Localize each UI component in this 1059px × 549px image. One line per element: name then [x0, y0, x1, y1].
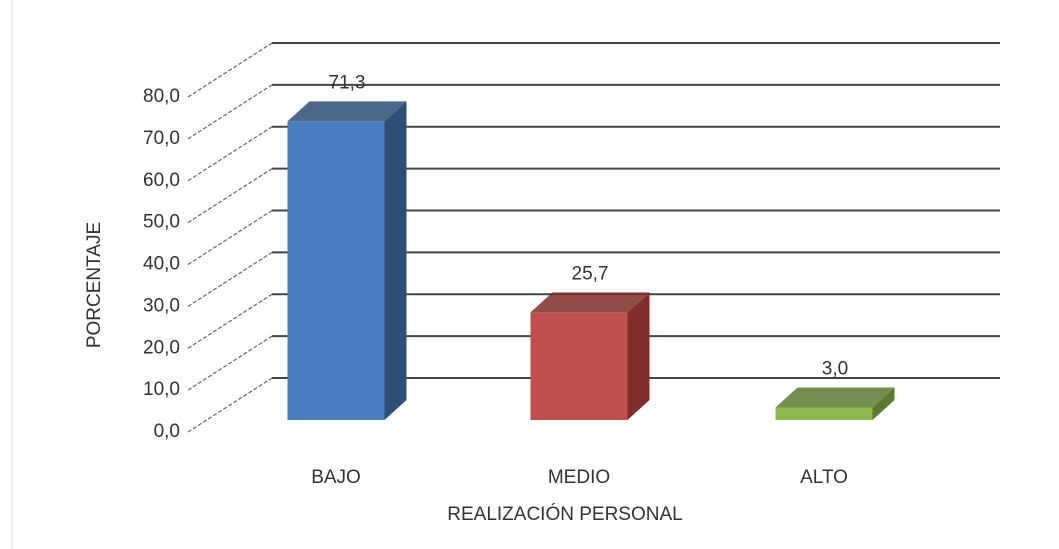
- grid-line-diagonal: [187, 335, 273, 391]
- y-tick-label: 0,0: [154, 421, 180, 442]
- y-tick-label: 10,0: [143, 379, 180, 400]
- data-label: 3,0: [822, 358, 848, 379]
- y-tick-label: 70,0: [143, 128, 180, 149]
- y-tick-label: 50,0: [143, 212, 180, 233]
- y-tick-label: 40,0: [143, 254, 180, 275]
- x-tick-label: BAJO: [311, 467, 361, 488]
- y-tick-label: 20,0: [143, 337, 180, 358]
- x-axis-title: REALIZACIÓN PERSONAL: [447, 503, 682, 525]
- bar-side: [384, 101, 407, 421]
- bar-side: [627, 292, 650, 420]
- data-label: 71,3: [329, 72, 366, 93]
- grid-line-diagonal: [187, 251, 273, 307]
- grid-line-diagonal: [187, 168, 273, 224]
- x-tick-label: MEDIO: [548, 467, 610, 488]
- x-tick-label: ALTO: [800, 467, 848, 488]
- bar-top: [287, 101, 407, 122]
- y-tick-label: 30,0: [143, 295, 180, 316]
- bar: [775, 407, 873, 420]
- data-label: 25,7: [572, 263, 609, 284]
- y-axis-title: PORCENTAJE: [84, 222, 105, 348]
- bar-top: [530, 292, 650, 313]
- grid-line-diagonal: [187, 293, 273, 349]
- grid-line-diagonal: [187, 42, 273, 98]
- bar-top: [775, 387, 895, 408]
- y-tick-label: 60,0: [143, 170, 180, 191]
- grid-line-diagonal: [187, 377, 273, 433]
- grid-line-diagonal: [187, 84, 273, 140]
- bar: [287, 121, 385, 421]
- bar-side: [872, 387, 895, 420]
- bar: [530, 312, 628, 420]
- y-tick-label: 80,0: [143, 86, 180, 107]
- grid-line-diagonal: [187, 126, 273, 182]
- grid-line-diagonal: [187, 209, 273, 266]
